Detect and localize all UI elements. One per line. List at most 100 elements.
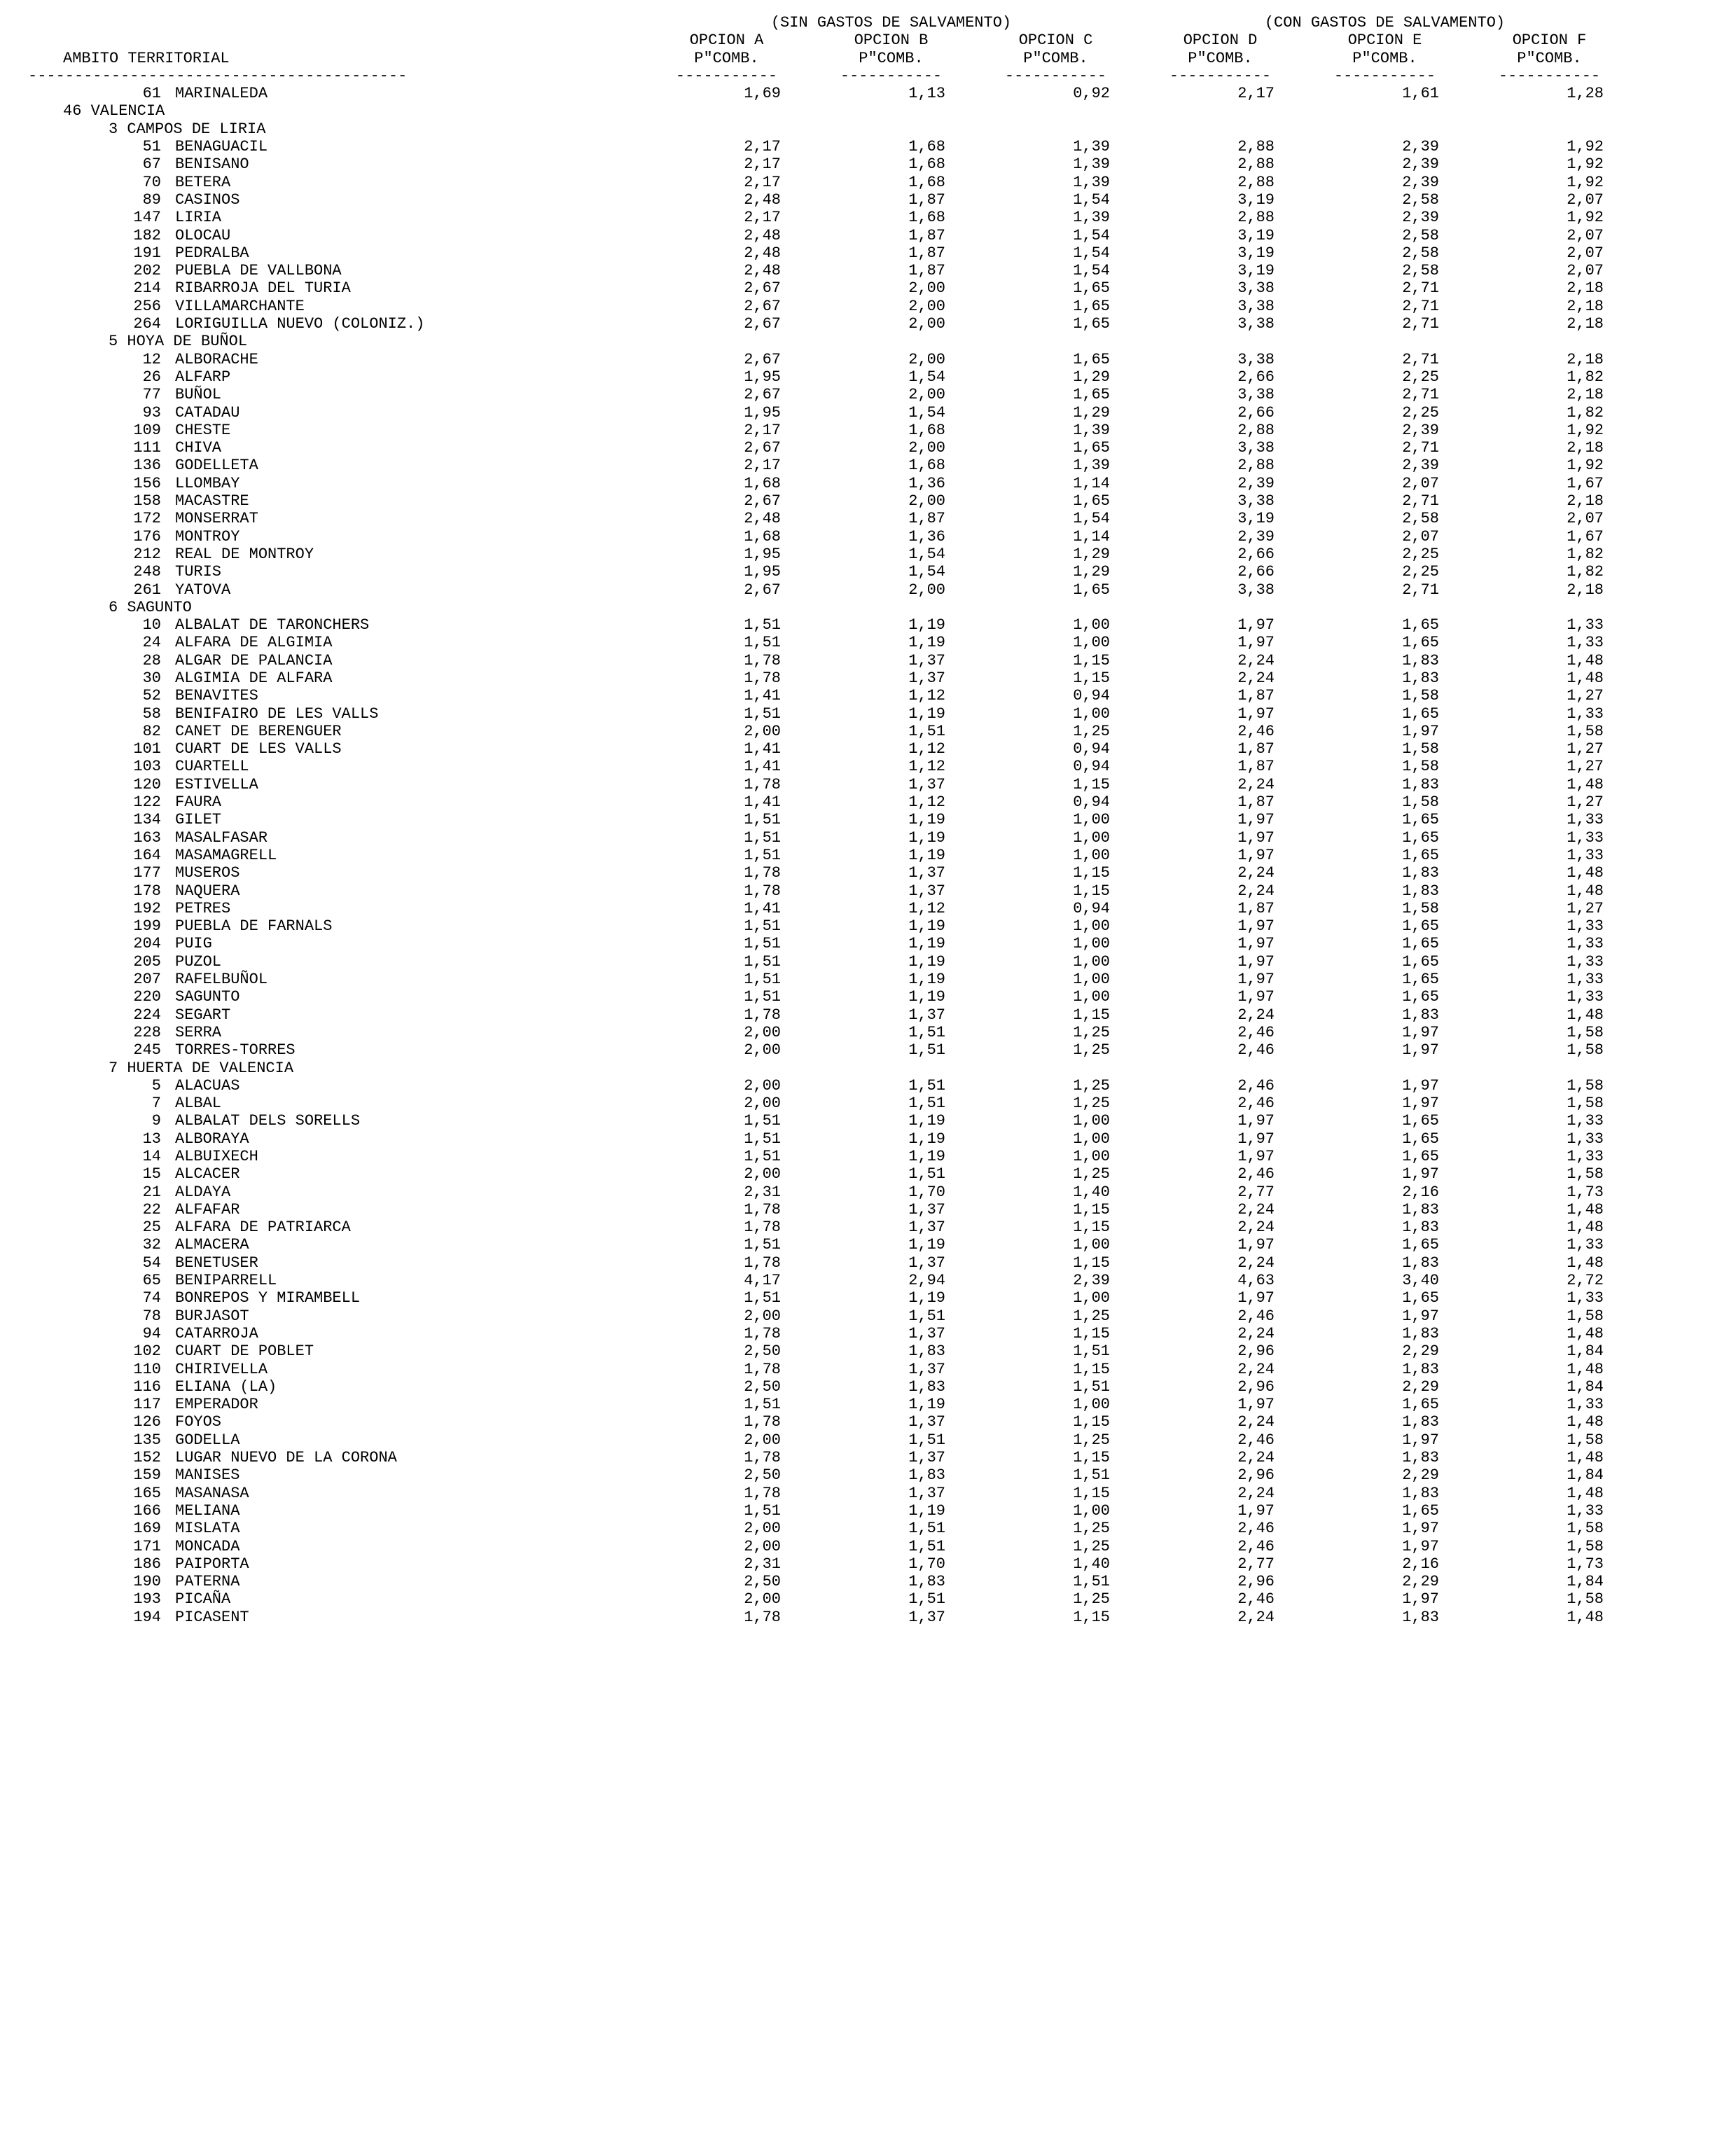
comarca-label: 7 HUERTA DE VALENCIA <box>28 1060 293 1077</box>
row-code: 165 <box>28 1485 175 1502</box>
row-name: BONREPOS Y MIRAMBELL <box>175 1289 360 1307</box>
data-row: 182OLOCAU2,481,871,543,192,582,07 <box>28 227 1708 244</box>
cell-41-1: 1,19 <box>809 811 973 828</box>
cell-78-1: 1,83 <box>809 1466 973 1484</box>
cell-77-1: 1,37 <box>809 1449 973 1466</box>
row-name: LLOMBAY <box>175 475 239 492</box>
cell-49-1: 1,19 <box>809 953 973 971</box>
row-name: BETERA <box>175 174 230 191</box>
cell-47-5: 1,33 <box>1467 917 1632 935</box>
cell-22-3: 2,39 <box>1138 475 1303 492</box>
cell-6-4: 2,58 <box>1303 191 1467 209</box>
cell-56-1: 1,51 <box>809 1077 973 1095</box>
row-code: 122 <box>28 793 175 811</box>
row-name: CATARROJA <box>175 1325 258 1342</box>
cell-43-4: 1,65 <box>1303 847 1467 864</box>
row-code: 77 <box>28 386 175 403</box>
data-row: 5ALACUAS2,001,511,252,461,971,58 <box>28 1077 1708 1095</box>
cell-44-0: 1,78 <box>644 864 809 882</box>
cell-40-5: 1,27 <box>1467 793 1632 811</box>
cell-79-0: 1,78 <box>644 1485 809 1502</box>
cell-53-0: 2,00 <box>644 1024 809 1041</box>
cell-59-3: 1,97 <box>1138 1130 1303 1148</box>
cell-5-1: 1,68 <box>809 174 973 191</box>
cell-84-1: 1,83 <box>809 1573 973 1590</box>
row-code: 147 <box>28 209 175 226</box>
row-name: YATOVA <box>175 581 230 599</box>
cell-73-5: 1,84 <box>1467 1378 1632 1396</box>
cell-9-4: 2,58 <box>1303 244 1467 262</box>
row-code: 111 <box>28 439 175 457</box>
header-pcomb-1: P"COMB. <box>809 50 973 67</box>
cell-31-1: 1,19 <box>809 634 973 651</box>
cell-51-2: 1,00 <box>973 988 1138 1006</box>
comarca-row: 5 HOYA DE BUÑOL <box>28 333 1708 350</box>
data-row: 224SEGART1,781,371,152,241,831,48 <box>28 1006 1708 1024</box>
cell-30-2: 1,00 <box>973 616 1138 634</box>
data-row: 220SAGUNTO1,511,191,001,971,651,33 <box>28 988 1708 1006</box>
cell-76-3: 2,46 <box>1138 1431 1303 1449</box>
cell-78-5: 1,84 <box>1467 1466 1632 1484</box>
row-name: LUGAR NUEVO DE LA CORONA <box>175 1449 397 1466</box>
row-code: 224 <box>28 1006 175 1024</box>
cell-42-2: 1,00 <box>973 829 1138 847</box>
data-row: 82CANET DE BERENGUER2,001,511,252,461,97… <box>28 723 1708 740</box>
cell-40-0: 1,41 <box>644 793 809 811</box>
cell-76-4: 1,97 <box>1303 1431 1467 1449</box>
cell-64-0: 1,78 <box>644 1219 809 1236</box>
cell-67-3: 4,63 <box>1138 1272 1303 1289</box>
row-code: 102 <box>28 1342 175 1360</box>
data-row: 164MASAMAGRELL1,511,191,001,971,651,33 <box>28 847 1708 864</box>
row-code: 261 <box>28 581 175 599</box>
cell-66-1: 1,37 <box>809 1254 973 1272</box>
data-row: 205PUZOL1,511,191,001,971,651,33 <box>28 953 1708 971</box>
cell-20-1: 2,00 <box>809 439 973 457</box>
cell-76-0: 2,00 <box>644 1431 809 1449</box>
cell-43-3: 1,97 <box>1138 847 1303 864</box>
cell-21-1: 1,68 <box>809 457 973 474</box>
province-label: 46 VALENCIA <box>28 102 165 120</box>
cell-13-5: 2,18 <box>1467 315 1632 333</box>
cell-37-3: 1,87 <box>1138 740 1303 758</box>
row-code: 54 <box>28 1254 175 1272</box>
data-row: 89CASINOS2,481,871,543,192,582,07 <box>28 191 1708 209</box>
cell-54-5: 1,58 <box>1467 1041 1632 1059</box>
cell-9-5: 2,07 <box>1467 244 1632 262</box>
cell-60-1: 1,19 <box>809 1148 973 1165</box>
cell-26-3: 2,66 <box>1138 546 1303 563</box>
cell-75-3: 2,24 <box>1138 1413 1303 1431</box>
cell-69-2: 1,25 <box>973 1307 1138 1325</box>
cell-0-4: 1,61 <box>1303 85 1467 102</box>
cell-32-0: 1,78 <box>644 652 809 669</box>
cell-11-0: 2,67 <box>644 279 809 297</box>
cell-28-5: 2,18 <box>1467 581 1632 599</box>
data-row: 135GODELLA2,001,511,252,461,971,58 <box>28 1431 1708 1449</box>
row-name: TURIS <box>175 563 221 581</box>
cell-49-2: 1,00 <box>973 953 1138 971</box>
row-code: 21 <box>28 1183 175 1201</box>
data-row: 207RAFELBUÑOL1,511,191,001,971,651,33 <box>28 971 1708 988</box>
cell-18-1: 1,54 <box>809 404 973 422</box>
cell-68-1: 1,19 <box>809 1289 973 1307</box>
row-name: LIRIA <box>175 209 221 226</box>
cell-28-1: 2,00 <box>809 581 973 599</box>
cell-20-3: 3,38 <box>1138 439 1303 457</box>
cell-65-1: 1,19 <box>809 1236 973 1254</box>
cell-3-4: 2,39 <box>1303 138 1467 155</box>
comarca-row: 7 HUERTA DE VALENCIA <box>28 1060 1708 1077</box>
cell-65-0: 1,51 <box>644 1236 809 1254</box>
row-name: CHESTE <box>175 422 230 439</box>
data-row: 172MONSERRAT2,481,871,543,192,582,07 <box>28 510 1708 527</box>
cell-61-1: 1,51 <box>809 1165 973 1183</box>
cell-16-0: 1,95 <box>644 368 809 386</box>
cell-73-0: 2,50 <box>644 1378 809 1396</box>
row-code: 228 <box>28 1024 175 1041</box>
cell-19-3: 2,88 <box>1138 422 1303 439</box>
row-code: 202 <box>28 262 175 279</box>
cell-48-5: 1,33 <box>1467 935 1632 952</box>
cell-52-0: 1,78 <box>644 1006 809 1024</box>
cell-50-3: 1,97 <box>1138 971 1303 988</box>
row-name: RIBARROJA DEL TURIA <box>175 279 351 297</box>
cell-36-5: 1,58 <box>1467 723 1632 740</box>
row-name: GODELLA <box>175 1431 239 1449</box>
